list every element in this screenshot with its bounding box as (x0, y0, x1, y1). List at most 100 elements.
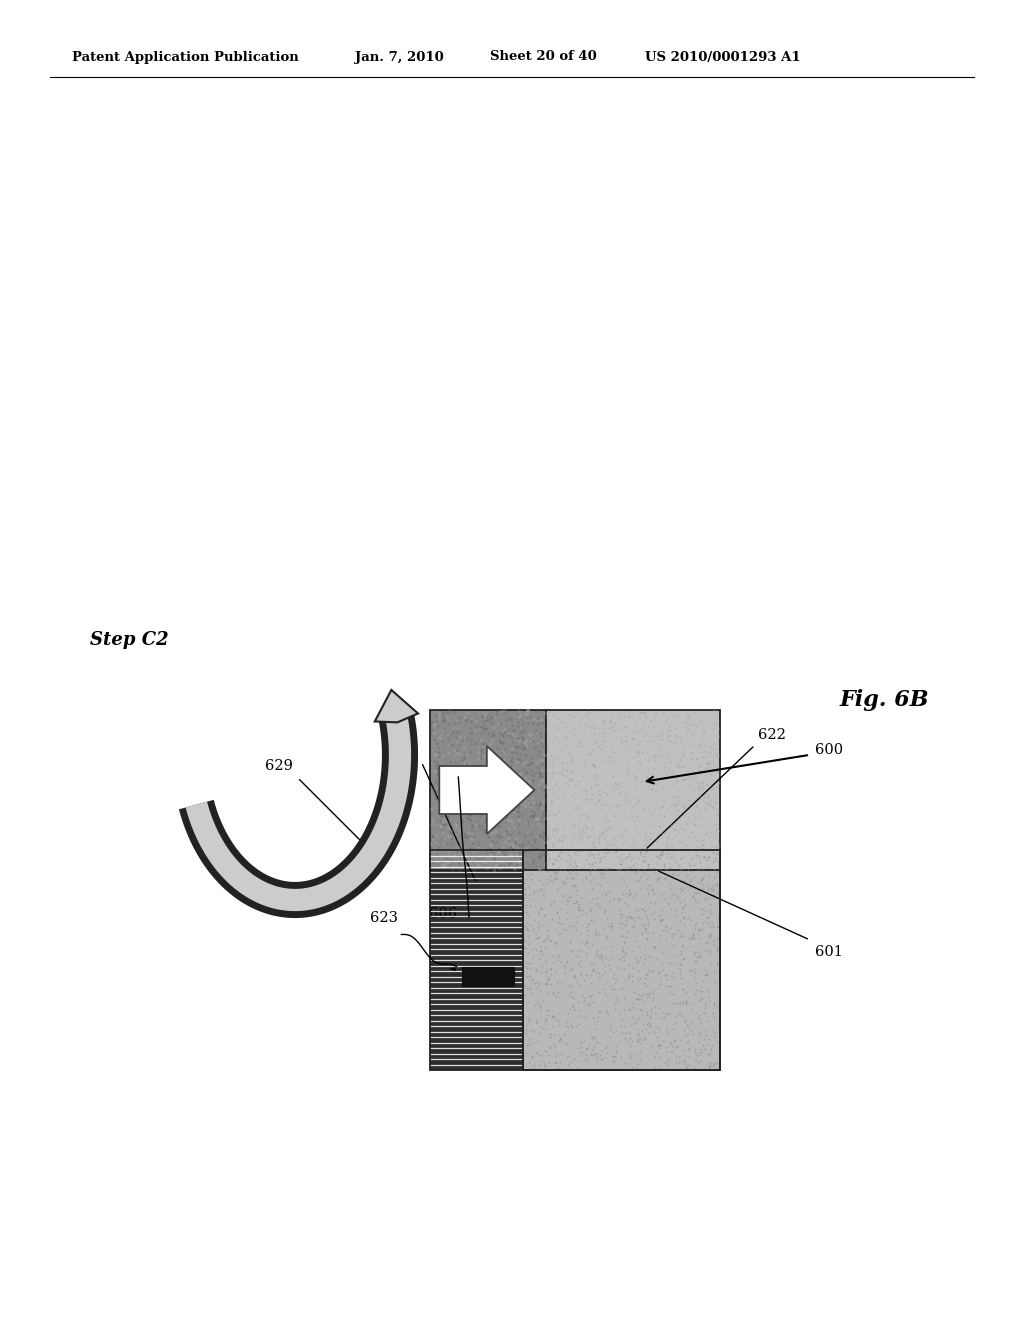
Point (672, 882, 688, 903)
Point (560, 985, 577, 1006)
Point (558, 902, 574, 923)
Point (437, 822, 454, 843)
Point (511, 795, 527, 816)
Point (535, 884, 551, 906)
Point (606, 805, 623, 826)
Point (694, 746, 711, 767)
Point (700, 847, 717, 869)
Point (582, 1023, 598, 1044)
Point (468, 715, 484, 737)
Point (532, 994, 549, 1015)
Point (636, 953, 652, 974)
Point (506, 792, 522, 813)
Point (522, 1032, 539, 1053)
Point (615, 950, 632, 972)
Point (494, 826, 510, 847)
Point (519, 700, 536, 721)
Point (563, 1016, 580, 1038)
Point (645, 921, 662, 942)
Polygon shape (375, 690, 418, 722)
Point (550, 1057, 566, 1078)
Point (578, 902, 594, 923)
Point (506, 817, 522, 838)
Point (586, 858, 602, 879)
Point (691, 1043, 708, 1064)
Point (503, 799, 519, 820)
Point (595, 781, 611, 803)
Point (630, 1031, 646, 1052)
Point (495, 836, 511, 857)
Point (710, 760, 726, 781)
Point (510, 711, 526, 733)
Point (686, 826, 702, 847)
Point (631, 961, 647, 982)
Point (628, 810, 644, 832)
Point (691, 920, 708, 941)
Point (525, 801, 542, 822)
Point (690, 879, 707, 900)
Point (530, 797, 547, 818)
Point (640, 717, 656, 738)
Point (527, 940, 544, 961)
Point (669, 705, 685, 726)
Point (435, 828, 452, 849)
Point (528, 719, 545, 741)
Point (690, 891, 707, 912)
Point (537, 973, 553, 994)
Point (556, 727, 572, 748)
Point (570, 952, 587, 973)
Point (646, 744, 663, 766)
Point (641, 770, 657, 791)
Point (599, 784, 615, 805)
Point (519, 822, 536, 843)
Point (665, 983, 681, 1005)
Point (530, 841, 547, 862)
Point (677, 711, 693, 733)
Point (633, 842, 649, 863)
Point (572, 721, 589, 742)
Point (547, 1051, 563, 1072)
Point (542, 840, 558, 861)
Point (691, 927, 708, 948)
Point (608, 741, 625, 762)
Point (597, 982, 613, 1003)
Point (571, 946, 588, 968)
Point (469, 735, 485, 756)
Text: Step C2: Step C2 (90, 631, 169, 649)
Point (694, 919, 711, 940)
Point (705, 841, 721, 862)
Point (608, 1036, 625, 1057)
Point (537, 952, 553, 973)
Point (528, 927, 545, 948)
Point (550, 944, 566, 965)
Point (441, 849, 458, 870)
Point (539, 799, 555, 820)
Point (688, 912, 705, 933)
Bar (523, 850, 720, 1071)
Point (545, 783, 561, 804)
Point (609, 796, 626, 817)
Point (579, 942, 595, 964)
Point (604, 968, 621, 989)
Point (693, 772, 710, 793)
Point (710, 995, 726, 1016)
Point (540, 733, 556, 754)
Point (653, 884, 670, 906)
Point (596, 948, 612, 969)
Point (629, 1010, 645, 1031)
Point (663, 899, 679, 920)
Point (544, 767, 560, 788)
Point (546, 818, 562, 840)
Point (526, 748, 543, 770)
Point (470, 834, 486, 855)
Point (514, 759, 530, 780)
Point (695, 777, 712, 799)
Point (640, 960, 656, 981)
Point (687, 715, 703, 737)
Point (628, 853, 644, 874)
Point (637, 834, 653, 855)
Point (655, 1030, 672, 1051)
Point (512, 722, 528, 743)
Point (617, 735, 634, 756)
Point (538, 961, 554, 982)
